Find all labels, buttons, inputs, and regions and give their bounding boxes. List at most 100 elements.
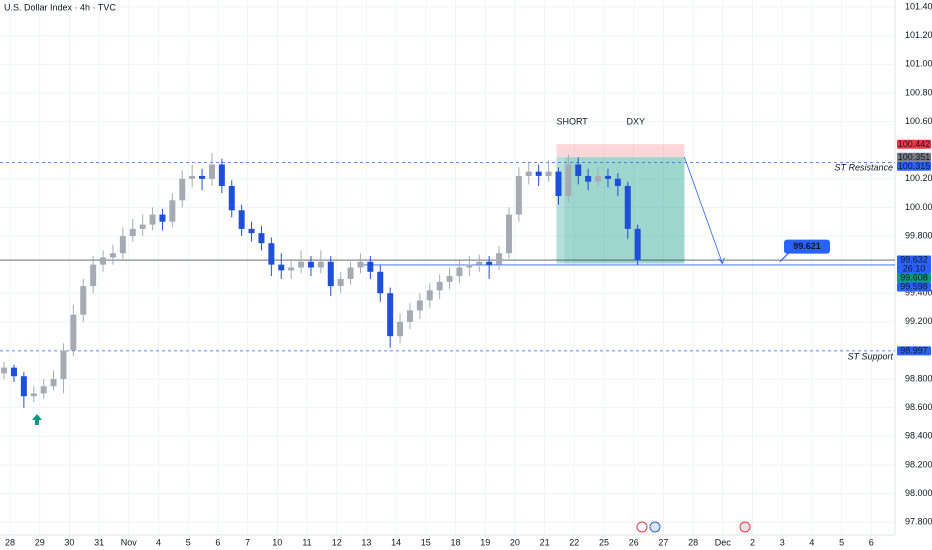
candle-body	[169, 200, 176, 222]
y-tick-label: 100.600	[905, 116, 932, 126]
candle-body	[565, 164, 572, 196]
price-label: 99.598	[900, 282, 928, 292]
candle-body	[367, 261, 374, 272]
event-icon	[649, 521, 661, 533]
target-zone-progress	[564, 157, 685, 264]
level-label: ST Resistance	[834, 163, 893, 173]
price-label-box	[897, 255, 931, 274]
candle-body	[208, 164, 215, 179]
x-tick-label: 13	[361, 537, 371, 547]
price-label-box	[897, 273, 931, 283]
candle-body	[397, 321, 404, 337]
y-tick-label: 100.200	[905, 173, 932, 183]
chart-title: U.S. Dollar Index · 4h · TVC	[4, 2, 116, 12]
price-label-box	[897, 282, 931, 292]
candle-body	[327, 261, 334, 287]
candle-body	[238, 210, 245, 229]
projection-arrow	[684, 157, 725, 265]
price-label-box	[897, 161, 931, 171]
price-label-box	[897, 346, 931, 356]
x-tick-label: 25	[599, 537, 609, 547]
candle-body	[100, 257, 107, 265]
candle-body	[535, 171, 542, 176]
candle-body	[426, 290, 433, 301]
x-tick-label: 6	[869, 537, 874, 547]
candle-body	[486, 261, 493, 265]
x-tick-label: 21	[540, 537, 550, 547]
candle-body	[90, 264, 97, 287]
candle-body	[139, 224, 146, 229]
x-tick-label: 10	[272, 537, 282, 547]
x-tick-label: 4	[156, 537, 161, 547]
candle-body	[189, 175, 196, 179]
y-tick-label: 98.400	[905, 431, 932, 441]
y-tick-label: 101.400	[905, 2, 932, 12]
candle-body	[119, 236, 126, 254]
price-label: 100.442	[898, 139, 931, 149]
candle-body	[347, 267, 354, 279]
x-tick-label: 14	[391, 537, 401, 547]
candle-body	[604, 175, 611, 179]
candle-body	[496, 253, 503, 265]
candle-body	[288, 267, 295, 271]
candle-body	[129, 228, 136, 237]
level-label: ST Support	[847, 351, 893, 361]
price-label: 98.997	[900, 345, 928, 355]
candle-body	[545, 171, 552, 176]
y-tick-label: 100.800	[905, 87, 932, 97]
candle-body	[40, 386, 47, 394]
candle-body	[258, 233, 265, 244]
x-tick-label: 7	[245, 537, 250, 547]
candle-body	[1, 367, 8, 374]
x-tick-label: Nov	[121, 537, 138, 547]
candle-body	[10, 367, 17, 377]
candle-body	[515, 175, 522, 215]
candle-body	[624, 185, 631, 229]
y-tick-label: 99.800	[905, 230, 932, 240]
y-tick-label: 98.600	[905, 402, 932, 412]
candle-body	[228, 185, 235, 211]
x-tick-label: 30	[64, 537, 74, 547]
price-label-box	[897, 152, 931, 162]
y-tick-label: 99.200	[905, 316, 932, 326]
y-tick-label: 101.000	[905, 59, 932, 69]
price-label: 99.608	[900, 273, 928, 283]
x-tick-label: 19	[480, 537, 490, 547]
candle-body	[80, 286, 87, 315]
x-tick-label: Dec	[715, 537, 732, 547]
candle-body	[456, 267, 463, 277]
price-label-box	[897, 139, 931, 149]
candle-body	[446, 276, 453, 282]
x-tick-label: 26	[629, 537, 639, 547]
x-tick-label: 5	[839, 537, 844, 547]
price-label: 100.315	[898, 161, 931, 171]
x-tick-label: 22	[569, 537, 579, 547]
x-tick-label: 28	[688, 537, 698, 547]
candle-body	[634, 228, 641, 261]
candle-body	[575, 164, 582, 176]
candle-body	[298, 261, 305, 268]
candle-body	[218, 164, 225, 186]
x-tick-label: 4	[809, 537, 814, 547]
candle-body	[614, 178, 621, 186]
x-tick-label: 31	[94, 537, 104, 547]
candle-body	[595, 175, 602, 182]
candle-body	[377, 271, 384, 294]
candle-body	[248, 228, 255, 234]
candle-body	[337, 278, 344, 287]
candle-body	[466, 264, 473, 268]
candle-body	[268, 243, 275, 265]
x-tick-label: 11	[302, 537, 311, 547]
stop-zone	[556, 144, 685, 158]
candle-body	[60, 350, 67, 380]
x-tick-label: 2	[750, 537, 755, 547]
y-tick-label: 97.800	[905, 517, 932, 527]
candle-body	[109, 253, 116, 258]
candle-body	[70, 314, 77, 351]
x-tick-label: 20	[510, 537, 520, 547]
y-tick-label: 98.800	[905, 373, 932, 383]
x-tick-label: 15	[421, 537, 431, 547]
candle-body	[20, 376, 27, 397]
